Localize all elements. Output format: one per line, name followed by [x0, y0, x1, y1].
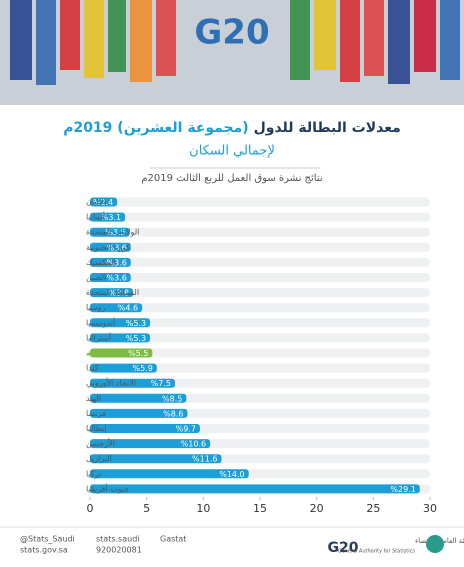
footer-logo: G20 — [328, 540, 359, 556]
y-tick-label: الهند — [86, 394, 101, 403]
bar — [90, 303, 143, 313]
bar-track — [90, 242, 430, 252]
bar-track — [90, 363, 430, 373]
x-tick-label: 5 — [143, 502, 150, 515]
bar-track — [90, 288, 430, 298]
value-label: %3.6 — [106, 243, 126, 252]
bar-track — [90, 348, 430, 358]
y-tick-label: اليابان — [86, 198, 106, 207]
value-label: %2.4 — [93, 198, 113, 207]
y-tick-label: الاتحاد الأوروبي — [86, 378, 136, 388]
bar — [90, 408, 188, 418]
bar — [90, 393, 187, 403]
x-tick-label: 0 — [87, 502, 94, 515]
subtitle: نتائج نشرة سوق العمل للربع الثالث 2019م — [141, 173, 322, 184]
bar — [90, 197, 118, 207]
x-tick-label: 30 — [423, 502, 437, 515]
footer-twitter: @Stats_Saudi — [20, 535, 75, 544]
bar-track — [90, 212, 430, 222]
footer-phone: 920020081 — [96, 546, 142, 555]
y-tick-label: المملكة المتحدة — [86, 288, 139, 297]
footer-website: stats.gov.sa — [20, 546, 68, 555]
bar — [90, 484, 420, 494]
bar — [90, 439, 211, 449]
value-label: %3.5 — [105, 228, 125, 237]
y-tick-label: ألمانيا — [86, 212, 105, 222]
y-tick-label: أستراليا — [86, 332, 111, 342]
x-tick-label: 15 — [253, 502, 267, 515]
value-label: %3.1 — [101, 213, 121, 222]
x-tick-label: 25 — [366, 502, 380, 515]
value-label: %7.5 — [151, 379, 171, 388]
y-tick-label: كندا — [86, 364, 99, 373]
bar — [90, 469, 249, 479]
y-tick-label: جنوب أفريقيا — [86, 483, 129, 493]
value-label: %29.1 — [390, 485, 415, 494]
value-label: %8.6 — [163, 409, 183, 418]
bar — [90, 454, 222, 464]
bar-track — [90, 227, 430, 237]
bar-track — [90, 257, 430, 267]
y-tick-label: إيطاليا — [86, 424, 107, 434]
bar — [90, 273, 131, 282]
value-label: %3.8 — [109, 289, 129, 298]
y-tick-label: كوريا الجنوبية — [86, 243, 131, 252]
flags — [10, 0, 460, 85]
value-label: %3.6 — [106, 274, 126, 283]
y-tick-label: الصين — [86, 273, 106, 282]
footer-instagram: stats.saudi — [96, 535, 140, 544]
value-label: %5.3 — [126, 319, 146, 328]
bar-track — [90, 333, 430, 343]
y-tick-label: أندونيسيا — [86, 317, 115, 327]
value-label: %5.9 — [133, 364, 153, 373]
bar — [90, 333, 151, 343]
value-label: %4.6 — [118, 304, 138, 313]
footer-org-en: General Authority for Statistics — [338, 549, 416, 555]
bar — [90, 424, 200, 433]
value-label: %9.7 — [176, 425, 196, 434]
bar-track — [90, 197, 430, 207]
footer-snapchat: Gastat — [160, 535, 186, 544]
title: معدلات البطالة للدول (مجموعة العشرين) 20… — [63, 120, 401, 136]
bar — [90, 378, 175, 388]
bar — [90, 257, 131, 267]
header-logo: G20 — [194, 13, 269, 53]
bar — [90, 212, 126, 222]
y-tick-label: الأرجنتين — [86, 438, 115, 448]
value-label: %14.0 — [219, 470, 244, 479]
bar — [90, 363, 157, 373]
org-logo — [426, 535, 444, 553]
value-label: %5.3 — [126, 334, 146, 343]
bar-track — [90, 378, 430, 388]
x-tick-label: 10 — [196, 502, 210, 515]
bar-track — [90, 273, 430, 282]
value-label: %5.5 — [128, 349, 148, 358]
value-label: %3.6 — [106, 258, 126, 267]
bar — [90, 242, 131, 252]
y-tick-label: المكسيك — [86, 258, 116, 267]
bar-track — [90, 303, 430, 313]
bar — [90, 288, 134, 298]
value-label: %8.5 — [162, 394, 182, 403]
bar — [90, 348, 153, 358]
y-tick-label: الولايات المتحدة — [86, 228, 139, 237]
x-tick-label: 20 — [310, 502, 324, 515]
bar-track — [90, 318, 430, 328]
title-highlight: (مجموعة العشرين) 2019م — [63, 120, 249, 136]
title-line2: لإجمالي السكان — [189, 144, 275, 159]
y-tick-label: السعودية — [86, 349, 122, 358]
y-tick-label: فرنسا — [86, 409, 106, 418]
y-tick-label: البرازيل — [86, 454, 112, 463]
bar — [90, 318, 151, 328]
title-main: معدلات البطالة للدول — [254, 120, 401, 136]
value-label: %11.6 — [192, 455, 217, 464]
bar — [90, 227, 130, 237]
value-label: %10.6 — [181, 440, 206, 449]
y-tick-label: روسيا — [86, 303, 105, 312]
y-tick-label: تركيا — [86, 469, 101, 478]
